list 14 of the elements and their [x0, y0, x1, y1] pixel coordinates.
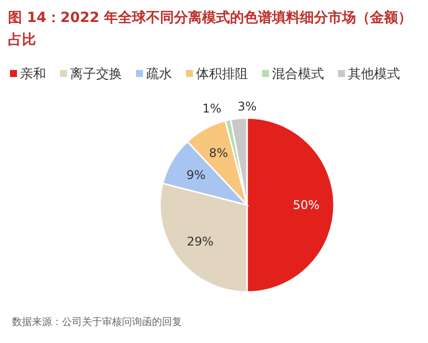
data-label: 1%: [202, 101, 222, 116]
source-note: 数据来源：公司关于审核问询函的回复: [12, 316, 182, 328]
legend-label: 亲和: [20, 67, 46, 82]
legend-label: 疏水: [146, 67, 172, 82]
legend-label: 混合模式: [272, 67, 324, 82]
data-label: 50%: [292, 198, 320, 212]
data-label: 29%: [186, 234, 214, 248]
legend-label: 其他模式: [348, 67, 400, 82]
legend-label: 体积排阻: [196, 67, 248, 82]
data-label: 8%: [208, 146, 228, 160]
data-label: 3%: [238, 99, 257, 114]
chart-title: 图 14：2022 年全球不同分离模式的色谱填料细分市场（金额）占比: [8, 9, 412, 48]
legend-label: 离子交换: [70, 66, 122, 82]
data-label: 9%: [186, 168, 206, 182]
